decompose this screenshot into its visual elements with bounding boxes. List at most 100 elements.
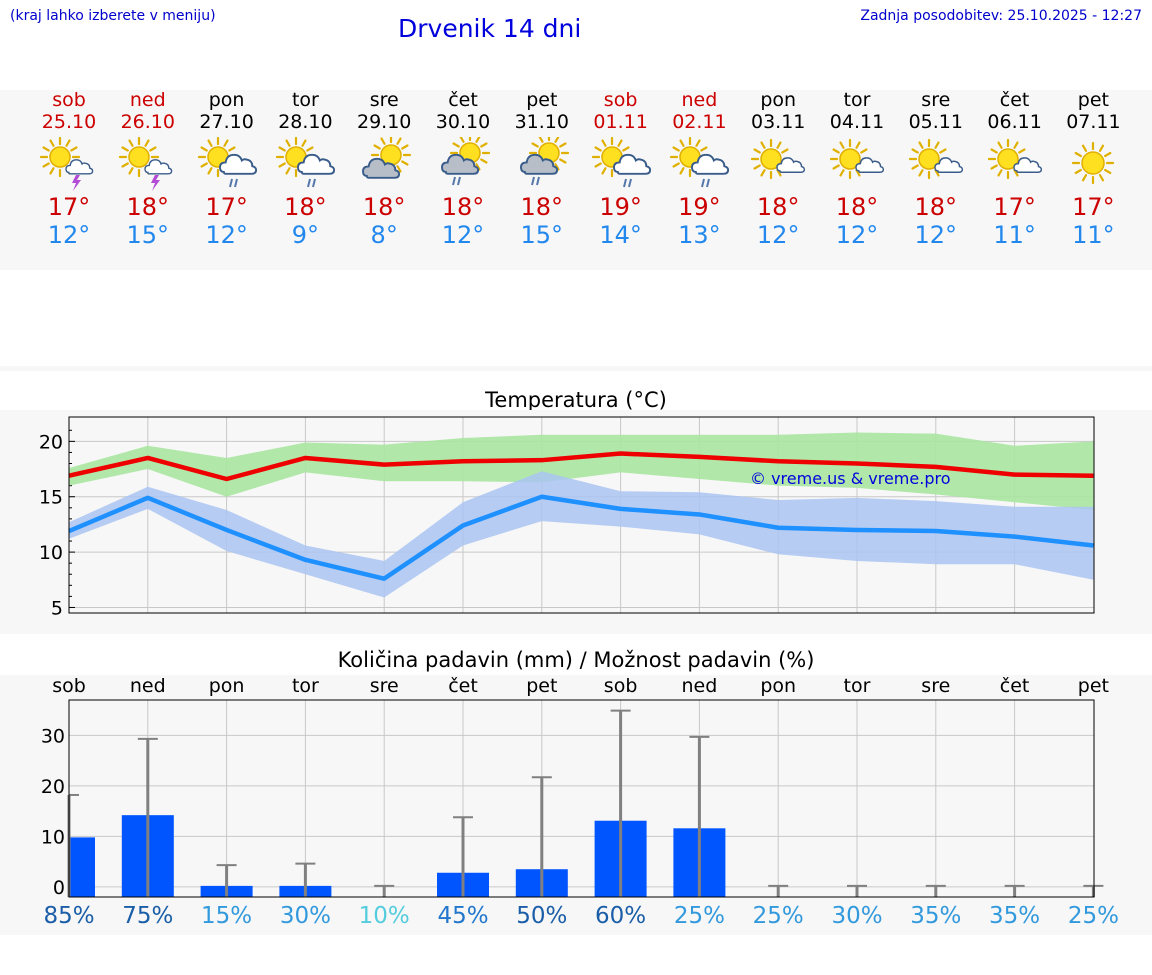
precipitation-probability: 35% (910, 903, 962, 929)
weather-icon-holder (267, 137, 343, 193)
weather-icon-holder (583, 137, 659, 193)
day-name: sob (603, 89, 638, 111)
precipitation-bar (69, 837, 95, 897)
day-date: 05.11 (908, 111, 963, 133)
y-tick-label: 10 (39, 542, 63, 564)
precipitation-probability: 60% (595, 903, 647, 929)
day-forecast: pon 03.11 18° 12° (740, 89, 816, 249)
day-forecast: pet 31.10 18° 15° (504, 89, 580, 249)
precipitation-day-label: sre (921, 675, 951, 697)
precipitation-chart: 0 10 20 30 (41, 699, 1104, 899)
day-date: 25.10 (41, 111, 97, 133)
precipitation-probability: 30% (831, 903, 883, 929)
y-tick-label: 15 (39, 487, 63, 509)
min-temperature: 13° (678, 221, 721, 249)
day-date: 01.11 (593, 111, 648, 133)
precipitation-day-label: čet (448, 675, 478, 697)
day-name: ned (681, 89, 718, 111)
day-name: sre (369, 89, 399, 111)
weather-icon-holder (504, 137, 580, 193)
day-date: 04.11 (829, 111, 885, 133)
y-tick-label: 0 (53, 877, 65, 899)
menu-hint: (kraj lahko izberete v meniju) (10, 8, 216, 24)
min-temperature: 12° (47, 221, 91, 249)
day-forecast: ned 26.10 18° 15° (110, 89, 186, 249)
weather-icon-holder (189, 137, 265, 193)
sun-behind-cloud-icon (362, 137, 412, 179)
min-temperature: 15° (520, 221, 564, 249)
day-name: pet (526, 89, 558, 111)
max-temperature: 17° (993, 193, 1036, 221)
day-date: 07.11 (1066, 111, 1121, 133)
sun-icon (1072, 141, 1115, 185)
day-name: pon (760, 89, 797, 111)
day-name: sob (52, 89, 86, 111)
day-forecast: pon 27.10 17° 12° (189, 89, 265, 249)
day-name: pet (1077, 89, 1109, 111)
min-temperature: 9° (291, 221, 320, 249)
weather-icon-holder (898, 137, 974, 193)
precipitation-probability: 10% (358, 903, 410, 929)
precipitation-probability: 25% (1067, 903, 1119, 929)
max-temperature: 17° (205, 193, 248, 221)
sun-cloud-thunder-icon (118, 137, 173, 191)
day-date: 30.10 (435, 111, 491, 133)
day-date: 28.10 (278, 111, 333, 133)
precipitation-day-label: pon (208, 675, 245, 697)
temperature-chart-title: Temperatura (°C) (485, 388, 667, 412)
day-forecast: ned 02.11 19° 13° (661, 89, 737, 249)
precipitation-probability: 85% (43, 903, 95, 929)
y-tick-label: 20 (41, 776, 65, 798)
max-temperature: 18° (441, 193, 485, 221)
page-title: Drvenik 14 dni (398, 14, 582, 43)
day-date: 26.10 (120, 111, 175, 133)
forecast-band (0, 90, 1152, 270)
min-temperature: 12° (835, 221, 879, 249)
sun-cloud-thunder-icon (39, 137, 94, 191)
y-tick-label: 10 (41, 826, 65, 848)
y-tick-label: 30 (41, 725, 65, 747)
max-temperature: 18° (362, 193, 406, 221)
max-temperature: 18° (756, 193, 800, 221)
precipitation-day-label: pon (760, 675, 797, 697)
last-updated: Zadnja posodobitev: 25.10.2025 - 12:27 (860, 8, 1142, 24)
day-date: 02.11 (672, 111, 727, 133)
precipitation-probability: 15% (201, 903, 253, 929)
min-temperature: 12° (205, 221, 248, 249)
max-temperature: 18° (914, 193, 958, 221)
day-date: 31.10 (514, 111, 569, 133)
weather-icon-holder (31, 137, 107, 193)
max-temperature: 17° (1072, 193, 1115, 221)
sun-cloud-rain-icon (591, 137, 651, 188)
precipitation-day-label: pet (1077, 675, 1109, 697)
min-temperature: 12° (441, 221, 485, 249)
max-temp-line (68, 451, 1094, 482)
precipitation-day-label: ned (681, 675, 718, 697)
sun-cloud-rain-icon (670, 137, 730, 188)
max-temperature: 18° (126, 193, 170, 221)
max-temp-range-band (69, 432, 1094, 511)
day-name: čet (448, 89, 478, 111)
sun-small-cloud-icon (829, 138, 885, 180)
day-forecast: čet 30.10 18° 12° (425, 89, 501, 249)
min-temp-line (68, 494, 1094, 581)
weather-icon-holder (977, 137, 1053, 193)
weather-icon-holder (110, 137, 186, 193)
weather-icon-holder (425, 137, 501, 193)
min-temperature: 15° (126, 221, 170, 249)
max-temperature: 18° (284, 193, 327, 221)
day-forecast: sob 01.11 19° 14° (583, 89, 659, 249)
plot-area (68, 699, 1095, 898)
sun-small-cloud-icon (908, 138, 963, 180)
max-temperature: 17° (47, 193, 91, 221)
day-forecast: tor 28.10 18° 9° (267, 89, 343, 249)
sun-cloud-rain-icon (197, 137, 257, 188)
precipitation-probability: 35% (989, 903, 1041, 929)
day-name: tor (843, 89, 871, 111)
precipitation-day-label: tor (843, 675, 871, 697)
day-forecast: čet 06.11 17° 11° (977, 89, 1053, 249)
precipitation-probability: 75% (122, 903, 174, 929)
day-forecast: sob 25.10 17° 12° (31, 89, 107, 249)
min-temperature: 11° (1072, 221, 1115, 249)
day-forecast: sre 05.11 18° 12° (898, 89, 974, 249)
